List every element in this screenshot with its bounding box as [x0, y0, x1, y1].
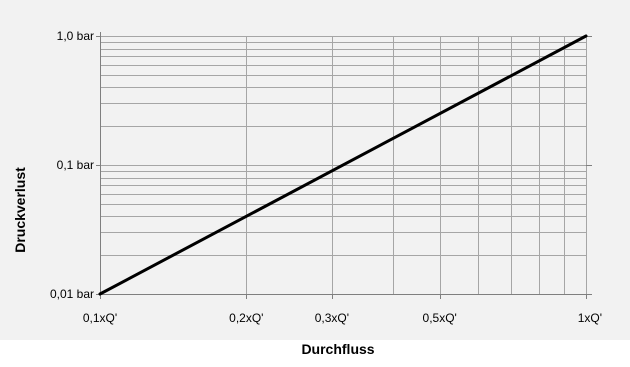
chart-area-background [0, 0, 630, 340]
y-tick-label: 1,0 bar [57, 29, 94, 43]
plot-background [0, 0, 630, 340]
x-tick-label: 0,5xQ' [423, 311, 457, 325]
x-tick-label: 0,1xQ' [83, 311, 117, 325]
y-tick-labels: 0,01 bar 0,1 bar 1,0 bar [50, 29, 94, 301]
x-tick-label: 1xQ' [578, 311, 602, 325]
series-line [98, 34, 588, 296]
grid [100, 36, 587, 295]
x-axis-label: Durchfluss [301, 341, 374, 357]
y-axis-label: Druckverlust [12, 167, 28, 253]
x-tick-labels: 0,1xQ' 0,2xQ' 0,3xQ' 0,5xQ' 1xQ' [83, 311, 602, 325]
x-tick-label: 0,3xQ' [315, 311, 349, 325]
x-tick-label: 0,2xQ' [229, 311, 263, 325]
y-tick-label: 0,01 bar [50, 287, 94, 301]
series [98, 34, 588, 296]
y-tick-label: 0,1 bar [57, 158, 94, 172]
axes [96, 32, 592, 299]
